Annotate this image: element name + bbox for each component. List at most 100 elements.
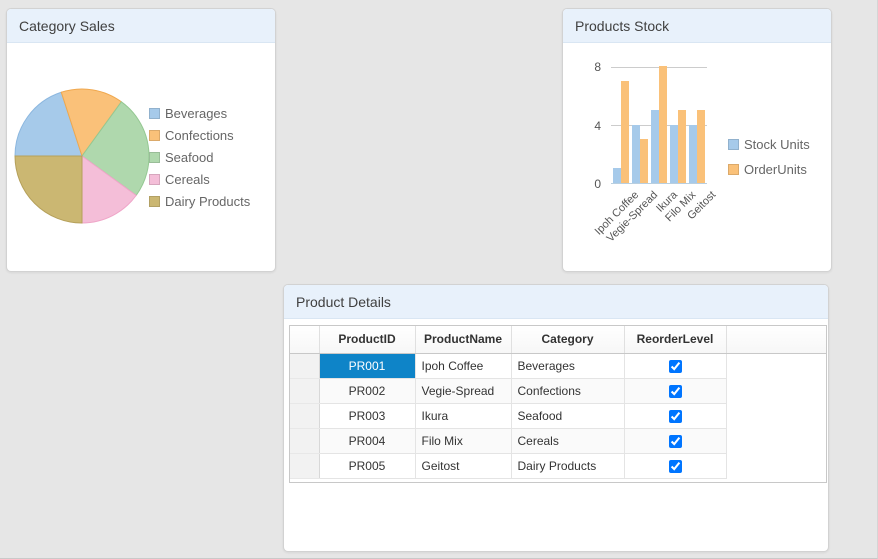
table-row[interactable]: PR005 Geitost Dairy Products xyxy=(290,453,826,479)
bar-orderunits xyxy=(620,80,629,183)
row-selector-cell xyxy=(290,403,320,429)
bar-stock-units xyxy=(631,124,640,183)
cell-category[interactable]: Dairy Products xyxy=(511,453,625,479)
cell-reorder-level xyxy=(624,353,727,379)
bar-orderunits xyxy=(639,139,648,183)
cell-product-id[interactable]: PR004 xyxy=(319,428,416,454)
table-row[interactable]: PR003 Ikura Seafood xyxy=(290,403,826,429)
table-row[interactable]: PR004 Filo Mix Cereals xyxy=(290,428,826,454)
legend-label: Cereals xyxy=(165,172,210,187)
y-axis-tick: 8 xyxy=(594,60,601,74)
header-reorder-level[interactable]: ReorderLevel xyxy=(624,326,727,354)
bar-orderunits xyxy=(678,109,687,183)
bar-stock-units xyxy=(612,168,621,183)
table-row[interactable]: PR002 Vegie-Spread Confections xyxy=(290,378,826,404)
reorder-level-checkbox[interactable] xyxy=(668,384,682,398)
category-sales-panel: Category Sales Beverages Confections Sea… xyxy=(6,8,276,272)
row-selector-cell xyxy=(290,428,320,454)
cell-reorder-level xyxy=(624,453,727,479)
bar-stock-units xyxy=(689,124,698,183)
datagrid-header-row: ProductID ProductName Category ReorderLe… xyxy=(290,326,826,354)
y-axis-tick: 0 xyxy=(594,177,601,191)
cell-category[interactable]: Cereals xyxy=(511,428,625,454)
reorder-level-checkbox[interactable] xyxy=(668,434,682,448)
category-sales-panel-header: Category Sales xyxy=(7,9,275,43)
bar-group-filo-mix xyxy=(669,109,688,183)
cell-product-id[interactable]: PR005 xyxy=(319,453,416,479)
y-axis-tick: 4 xyxy=(594,119,601,133)
pie-slice-confections xyxy=(60,88,123,158)
confections-swatch-icon xyxy=(149,130,160,141)
reorder-level-checkbox[interactable] xyxy=(668,359,682,373)
legend-item-order-units: OrderUnits xyxy=(728,162,810,177)
header-product-name[interactable]: ProductName xyxy=(415,326,512,354)
pie-slice-dairy-products xyxy=(14,155,83,224)
cell-reorder-level xyxy=(624,378,727,404)
legend-item-cereals: Cereals xyxy=(149,172,250,187)
cereals-swatch-icon xyxy=(149,174,160,185)
cell-filler xyxy=(726,428,826,453)
cell-product-id[interactable]: PR001 xyxy=(319,353,416,379)
product-details-panel-title: Product Details xyxy=(296,293,391,310)
header-filler xyxy=(726,326,826,354)
row-selector-cell xyxy=(290,378,320,404)
bar-orderunits xyxy=(697,109,706,183)
bar-group-ikura xyxy=(649,66,668,183)
cell-filler xyxy=(726,353,826,378)
cell-category[interactable]: Seafood xyxy=(511,403,625,429)
bar-orderunits xyxy=(658,66,667,183)
order-units-swatch-icon xyxy=(728,164,739,175)
cell-filler xyxy=(726,453,826,478)
header-row-selector xyxy=(290,326,320,354)
bar-group-ipoh-coffee xyxy=(611,80,630,183)
cell-filler xyxy=(726,378,826,403)
legend-label: Dairy Products xyxy=(165,194,251,209)
category-sales-pie-chart xyxy=(14,88,150,224)
bar-group-vegie-spread xyxy=(630,124,649,183)
header-category[interactable]: Category xyxy=(511,326,625,354)
cell-product-id[interactable]: PR002 xyxy=(319,378,416,404)
cell-filler xyxy=(726,403,826,428)
cell-category[interactable]: Beverages xyxy=(511,353,625,379)
cell-reorder-level xyxy=(624,403,727,429)
products-stock-panel: Products Stock 8 4 0 Ipoh Coffee Vegie-Sp… xyxy=(562,8,832,272)
legend-item-confections: Confections xyxy=(149,128,250,143)
bar-stock-units xyxy=(670,124,679,183)
header-product-id[interactable]: ProductID xyxy=(319,326,416,354)
bar-legend: Stock Units OrderUnits xyxy=(728,137,810,177)
products-stock-panel-header: Products Stock xyxy=(563,9,831,43)
cell-product-name[interactable]: Ipoh Coffee xyxy=(415,353,512,379)
reorder-level-checkbox[interactable] xyxy=(668,409,682,423)
row-selector-cell xyxy=(290,453,320,479)
cell-category[interactable]: Confections xyxy=(511,378,625,404)
legend-label: OrderUnits xyxy=(744,162,807,177)
legend-item-seafood: Seafood xyxy=(149,150,250,165)
reorder-level-checkbox[interactable] xyxy=(668,459,682,473)
pie-legend: Beverages Confections Seafood Cereals Da… xyxy=(149,106,250,209)
products-stock-panel-title: Products Stock xyxy=(575,17,670,34)
legend-label: Seafood xyxy=(165,150,214,165)
legend-item-dairy-products: Dairy Products xyxy=(149,194,250,209)
legend-item-stock-units: Stock Units xyxy=(728,137,810,152)
cell-product-name[interactable]: Ikura xyxy=(415,403,512,429)
legend-item-beverages: Beverages xyxy=(149,106,250,121)
cell-product-name[interactable]: Vegie-Spread xyxy=(415,378,512,404)
cell-product-name[interactable]: Filo Mix xyxy=(415,428,512,454)
dairy-products-swatch-icon xyxy=(149,196,160,207)
legend-label: Beverages xyxy=(165,106,228,121)
table-row[interactable]: PR001 Ipoh Coffee Beverages xyxy=(290,353,826,379)
cell-product-name[interactable]: Geitost xyxy=(415,453,512,479)
category-sales-panel-title: Category Sales xyxy=(19,17,115,34)
seafood-swatch-icon xyxy=(149,152,160,163)
cell-product-id[interactable]: PR003 xyxy=(319,403,416,429)
product-details-datagrid: ProductID ProductName Category ReorderLe… xyxy=(289,325,827,483)
legend-label: Stock Units xyxy=(744,137,810,152)
products-stock-bar-chart xyxy=(611,66,707,184)
product-details-panel-header: Product Details xyxy=(284,285,828,319)
stock-units-swatch-icon xyxy=(728,139,739,150)
row-selector-cell xyxy=(290,353,320,379)
product-details-panel: Product Details ProductID ProductName Ca… xyxy=(283,284,829,552)
pie-slice-seafood xyxy=(81,101,150,197)
bar-stock-units xyxy=(650,109,659,183)
